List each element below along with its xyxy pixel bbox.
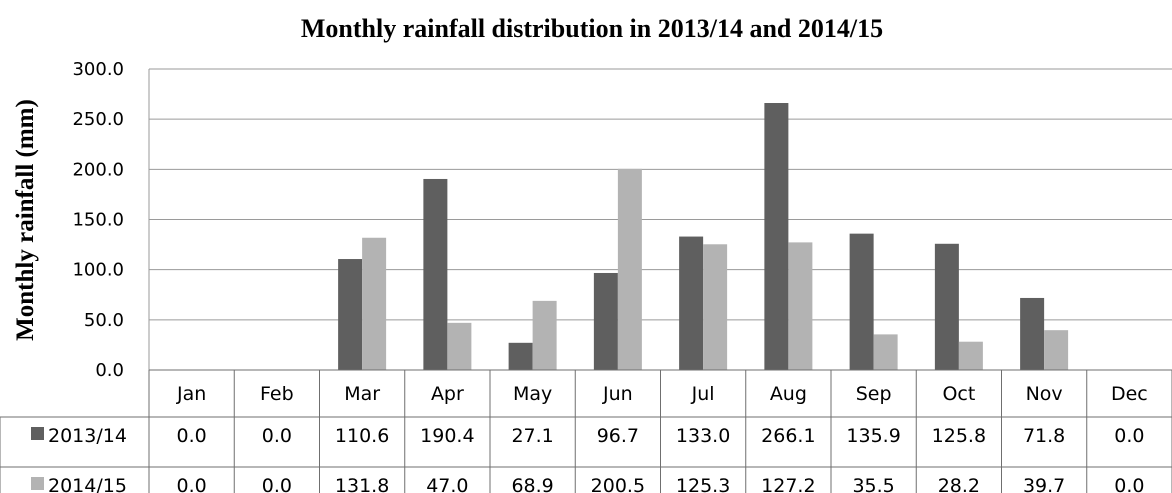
bar-2014/15-Jun bbox=[617, 168, 642, 370]
x-tick-label: Nov bbox=[1026, 383, 1063, 405]
data-label: 35.5 bbox=[852, 475, 894, 493]
bar-2014/15-Mar bbox=[362, 237, 387, 370]
y-tick-label: 200.0 bbox=[72, 159, 124, 180]
legend-label: 2014/15 bbox=[48, 475, 127, 493]
bar-2013/14-Apr bbox=[423, 178, 448, 370]
data-label: 71.8 bbox=[1023, 425, 1065, 447]
bars bbox=[338, 103, 1069, 370]
chart-title: Monthly rainfall distribution in 2013/14… bbox=[301, 14, 883, 43]
gridlines bbox=[148, 68, 1172, 371]
x-tick-label: Jan bbox=[176, 383, 206, 405]
bar-2014/15-Jul bbox=[703, 244, 728, 370]
y-tick-label: 300.0 bbox=[72, 59, 124, 80]
x-tick-label: Mar bbox=[344, 383, 380, 405]
x-tick-label: Oct bbox=[942, 383, 975, 405]
data-label: 47.0 bbox=[426, 475, 468, 493]
y-axis-label: Monthly rainfall (mm) bbox=[12, 99, 39, 341]
x-tick-label: Aug bbox=[770, 383, 807, 405]
data-label: 0.0 bbox=[177, 475, 207, 493]
data-label: 127.2 bbox=[761, 475, 815, 493]
data-label: 125.8 bbox=[932, 425, 986, 447]
y-tick-label: 0.0 bbox=[95, 360, 124, 381]
bar-2013/14-Sep bbox=[849, 233, 874, 370]
bar-2013/14-Jun bbox=[593, 272, 618, 370]
x-tick-label: Sep bbox=[856, 383, 892, 405]
data-label: 110.6 bbox=[335, 425, 389, 447]
y-tick-label: 100.0 bbox=[72, 260, 124, 281]
bar-2014/15-May bbox=[532, 300, 557, 370]
bar-2013/14-Mar bbox=[338, 259, 363, 370]
x-tick-label: May bbox=[513, 383, 552, 405]
bar-2014/15-Sep bbox=[873, 334, 898, 370]
data-label: 135.9 bbox=[846, 425, 900, 447]
x-tick-label: Apr bbox=[431, 383, 464, 405]
data-label: 131.8 bbox=[335, 475, 389, 493]
bar-2013/14-May bbox=[508, 342, 533, 370]
data-label: 28.2 bbox=[938, 475, 980, 493]
y-tick-label: 150.0 bbox=[72, 210, 124, 231]
data-label: 0.0 bbox=[1114, 425, 1144, 447]
bar-2014/15-Apr bbox=[447, 322, 472, 370]
data-label: 190.4 bbox=[420, 425, 474, 447]
data-label: 0.0 bbox=[1114, 475, 1144, 493]
legend-swatch bbox=[31, 427, 44, 440]
bar-2014/15-Nov bbox=[1044, 330, 1069, 370]
x-tick-label: Jul bbox=[691, 383, 715, 405]
y-axis-ticks: 0.0 50.0 100.0 150.0 200.0 250.0 300.0 bbox=[72, 59, 124, 381]
x-tick-label: Jun bbox=[602, 383, 633, 405]
data-label: 200.5 bbox=[591, 475, 645, 493]
data-label: 68.9 bbox=[511, 475, 553, 493]
data-label: 133.0 bbox=[676, 425, 730, 447]
data-label: 0.0 bbox=[262, 475, 292, 493]
bar-2013/14-Aug bbox=[764, 103, 789, 370]
legend-swatch bbox=[31, 477, 44, 490]
bar-2013/14-Nov bbox=[1020, 297, 1045, 370]
data-label: 266.1 bbox=[761, 425, 815, 447]
bar-2013/14-Oct bbox=[934, 243, 959, 370]
data-label: 96.7 bbox=[597, 425, 639, 447]
data-label: 0.0 bbox=[262, 425, 292, 447]
data-label: 27.1 bbox=[511, 425, 553, 447]
legend-label: 2013/14 bbox=[48, 425, 127, 447]
data-label: 39.7 bbox=[1023, 475, 1065, 493]
y-tick-label: 50.0 bbox=[84, 310, 124, 331]
bar-2013/14-Jul bbox=[679, 236, 704, 370]
data-table: Jan Feb Mar Apr May Jun Jul Aug Sep Oct Nov Dec 2013… bbox=[0, 369, 1172, 493]
y-tick-label: 250.0 bbox=[72, 109, 124, 130]
data-label: 0.0 bbox=[177, 425, 207, 447]
bar-2014/15-Aug bbox=[788, 242, 813, 370]
x-tick-label: Dec bbox=[1111, 383, 1148, 405]
data-label: 125.3 bbox=[676, 475, 730, 493]
x-tick-label: Feb bbox=[260, 383, 294, 405]
bar-2014/15-Oct bbox=[958, 341, 983, 370]
